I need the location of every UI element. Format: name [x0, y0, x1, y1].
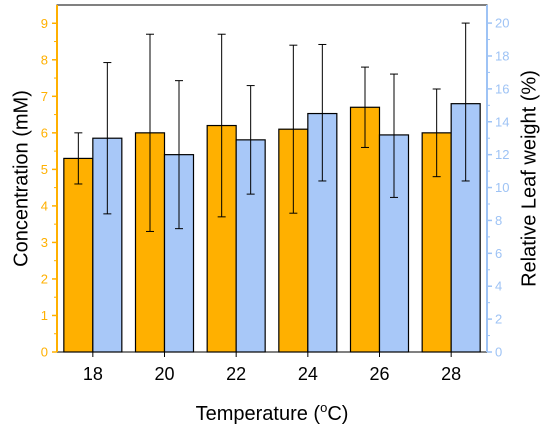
bar-series1-26 — [349, 106, 381, 353]
y-left-tick-label-8: 8 — [41, 52, 48, 67]
y-right-tick-label-2: 2 — [495, 312, 502, 327]
y-left-tick-label-4: 4 — [41, 198, 48, 213]
y-axis-right-title: Relative Leaf weight (%) — [518, 70, 540, 287]
y-right-tick-label-8: 8 — [495, 213, 502, 228]
y-axis-left-title: Concentration (mM) — [10, 90, 32, 267]
y-left-tick-label-1: 1 — [41, 308, 48, 323]
x-axis-title: Temperature (oC) — [196, 400, 349, 425]
y-left-tick-label-2: 2 — [41, 271, 48, 286]
y-right-tick-label-16: 16 — [495, 81, 509, 96]
y-right-tick-label-14: 14 — [495, 114, 509, 129]
y-left-tick-label-5: 5 — [41, 162, 48, 177]
y-left-tick-label-3: 3 — [41, 235, 48, 250]
x-tick-label-22: 22 — [226, 364, 246, 384]
x-tick-labels: 18 20 22 24 26 28 — [83, 364, 461, 384]
y-right-tick-label-6: 6 — [495, 246, 502, 261]
x-axis-title-superscript: o — [320, 400, 327, 415]
x-tick-label-18: 18 — [83, 364, 103, 384]
x-tick-label-24: 24 — [298, 364, 318, 384]
x-axis-title-main: Temperature ( — [196, 403, 321, 425]
x-tick-label-28: 28 — [441, 364, 461, 384]
y-right-tick-label-10: 10 — [495, 180, 509, 195]
y-right-tick-label-0: 0 — [495, 345, 502, 360]
x-axis-title-unit: C) — [327, 403, 348, 425]
y-right-tick-label-12: 12 — [495, 147, 509, 162]
error-bars-layer — [74, 22, 470, 232]
y-left-tick-label-9: 9 — [41, 16, 48, 31]
bars-layer — [63, 103, 481, 353]
x-tick-label-20: 20 — [154, 364, 174, 384]
y-left-tick-label-7: 7 — [41, 89, 48, 104]
x-tick-label-26: 26 — [369, 364, 389, 384]
y-left-tick-label-6: 6 — [41, 125, 48, 140]
bar-series1-18 — [63, 157, 94, 353]
y-left-tick-label-0: 0 — [41, 345, 48, 360]
y-right-tick-label-4: 4 — [495, 279, 502, 294]
y-right-tick-label-18: 18 — [495, 48, 509, 63]
y-right-tick-label-20: 20 — [495, 16, 509, 31]
